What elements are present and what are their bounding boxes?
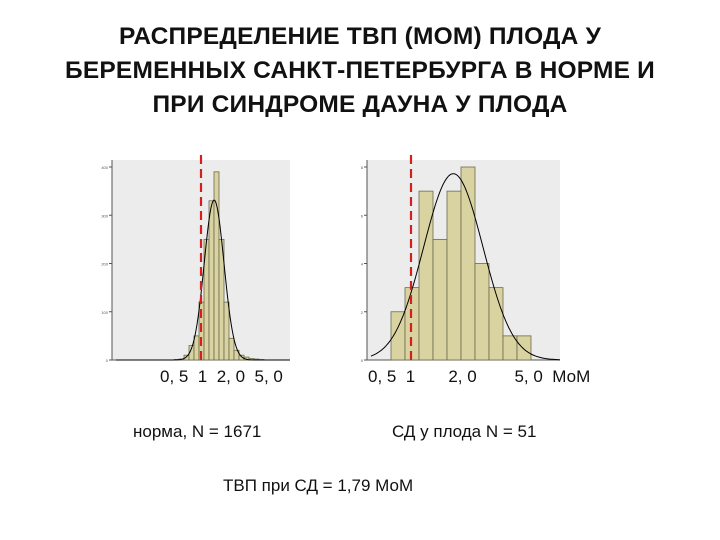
caption-normal: норма, N = 1671 [133, 422, 262, 441]
y-tick-label: 2 [361, 310, 364, 315]
histogram-bar [193, 335, 200, 361]
histogram-bar [228, 337, 235, 361]
histogram-bar [418, 190, 434, 361]
x-axis-labels-normal: 0, 5 1 2, 0 5, 0 [160, 367, 283, 386]
y-tick-label: 300 [101, 213, 108, 218]
histogram-down-syndrome: 0 2 4 6 8 [361, 155, 560, 363]
histogram-bar [516, 335, 532, 361]
histogram-bar [502, 335, 518, 361]
footer-note: ТВП при СД = 1,79 МоМ [223, 476, 414, 495]
y-tick-label: 200 [101, 262, 108, 267]
caption-down-syndrome: СД у плода N = 51 [392, 422, 537, 441]
histogram-bar [432, 238, 448, 361]
y-tick-label: 0 [361, 358, 364, 363]
histogram-normal: 0 100 200 300 400 [101, 155, 290, 363]
title-line-3: ПРИ СИНДРОМЕ ДАУНА У ПЛОДА [152, 91, 568, 118]
histogram-bar [223, 301, 230, 361]
normal-curve [116, 199, 290, 361]
title-line-1: РАСПРЕДЕЛЕНИЕ ТВП (МОМ) ПЛОДА У [118, 23, 602, 50]
title-line-2: БЕРЕМЕННЫХ САНКТ-ПЕТЕРБУРГА В НОРМЕ И [65, 57, 655, 84]
histogram-bar [474, 263, 490, 361]
y-tick-label: 6 [361, 213, 364, 218]
x-axis-labels-down-syndrome: 0, 5 1 2, 0 5, 0 МоМ [368, 367, 591, 386]
histogram-bar [446, 190, 462, 361]
y-tick-label: 0 [106, 358, 109, 363]
histogram-bar [208, 200, 215, 361]
y-tick-label: 4 [361, 262, 364, 267]
page-title: РАСПРЕДЕЛЕНИЕ ТВП (МОМ) ПЛОДА У БЕРЕМЕНН… [0, 20, 720, 122]
y-tick-label: 400 [101, 165, 108, 170]
y-tick-label: 8 [361, 165, 364, 170]
y-tick-label: 100 [101, 310, 108, 315]
histogram-bar [488, 287, 504, 361]
normal-curve [370, 173, 560, 361]
